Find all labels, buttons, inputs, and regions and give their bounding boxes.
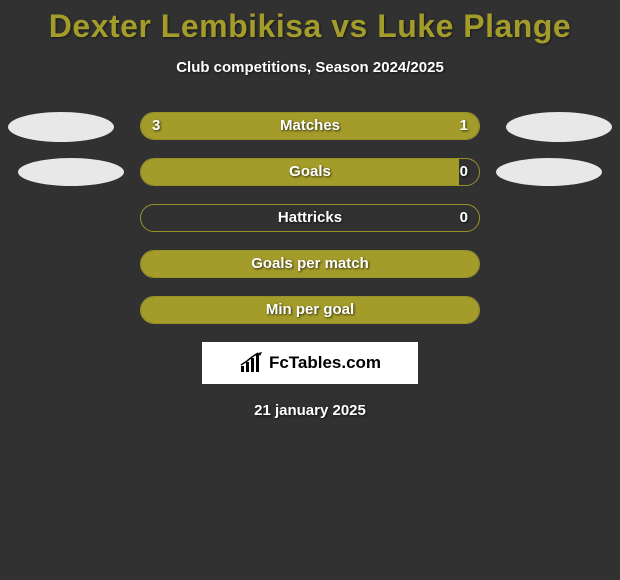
bar-left bbox=[141, 297, 479, 323]
stat-row: 31Matches bbox=[0, 112, 620, 140]
bar-track bbox=[140, 250, 480, 278]
brand-box: FcTables.com bbox=[202, 342, 418, 384]
bar-left bbox=[141, 113, 395, 139]
stat-row: Min per goal bbox=[0, 296, 620, 324]
stat-value-right: 1 bbox=[460, 112, 468, 140]
bar-track bbox=[140, 204, 480, 232]
stat-value-left: 3 bbox=[152, 112, 160, 140]
page-title: Dexter Lembikisa vs Luke Plange bbox=[0, 0, 620, 45]
stat-value-right: 0 bbox=[460, 158, 468, 186]
date-label: 21 january 2025 bbox=[0, 402, 620, 419]
subtitle: Club competitions, Season 2024/2025 bbox=[0, 59, 620, 76]
stat-value-right: 0 bbox=[460, 204, 468, 232]
stat-row: 0Goals bbox=[0, 158, 620, 186]
bar-track bbox=[140, 296, 480, 324]
bar-track bbox=[140, 158, 480, 186]
brand-chart-icon bbox=[239, 352, 265, 374]
bar-left bbox=[141, 251, 479, 277]
stat-row: 0Hattricks bbox=[0, 204, 620, 232]
comparison-chart: 31Matches0Goals0HattricksGoals per match… bbox=[0, 112, 620, 324]
stat-row: Goals per match bbox=[0, 250, 620, 278]
bar-left bbox=[141, 159, 459, 185]
bar-track bbox=[140, 112, 480, 140]
brand-text: FcTables.com bbox=[269, 353, 381, 373]
